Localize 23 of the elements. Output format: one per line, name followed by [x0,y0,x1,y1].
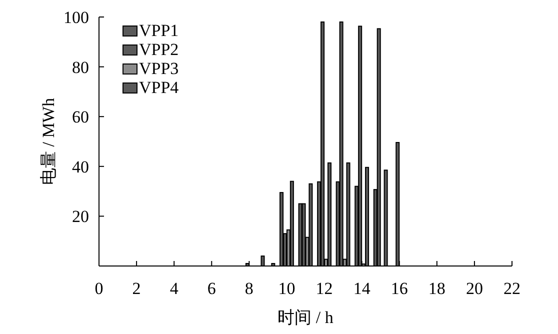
x-tick-label: 18 [428,279,446,298]
y-tick-label: 20 [72,207,89,226]
x-tick-label: 14 [353,279,371,298]
y-tick-label: 100 [64,8,89,27]
x-axis-title: 时间 / h [278,308,334,327]
x-tick-label: 16 [390,279,408,298]
y-tick-label: 40 [72,157,89,176]
x-tick-label: 4 [170,279,179,298]
legend-label: VPP1 [139,21,179,40]
y-axis-title: 电量 / MWh [39,98,58,185]
legend-label: VPP4 [139,78,180,97]
x-tick-label: 2 [132,279,141,298]
legend-label: VPP2 [139,40,179,59]
x-tick-label: 10 [278,279,296,298]
legend-label: VPP3 [139,59,179,78]
x-tick-label: 6 [207,279,216,298]
x-tick-label: 22 [504,279,520,298]
x-tick-label: 0 [94,279,104,298]
y-tick-label: 60 [72,108,89,127]
x-tick-label: 12 [316,279,333,298]
x-tick-label: 20 [466,279,483,298]
x-tick-label: 8 [244,279,254,298]
y-tick-label: 80 [72,58,89,77]
